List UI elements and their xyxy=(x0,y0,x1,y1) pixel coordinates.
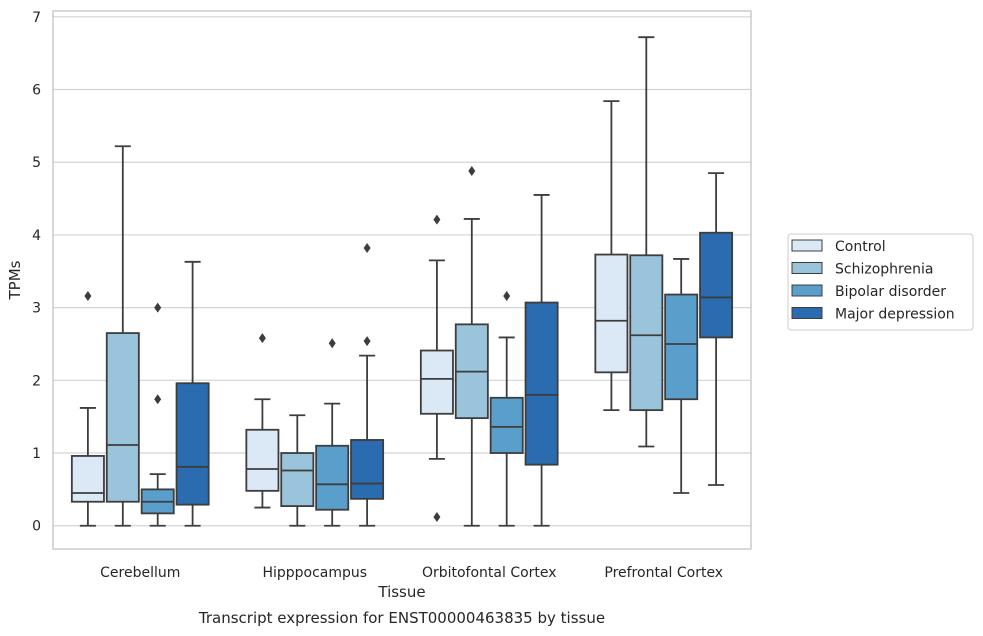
chart-caption: Transcript expression for ENST0000046383… xyxy=(198,609,605,627)
legend-swatch xyxy=(791,262,823,274)
box-iqr xyxy=(629,254,664,412)
box-iqr xyxy=(315,444,350,511)
box-1-3 xyxy=(350,243,385,527)
legend-item: Control xyxy=(791,239,886,255)
box-2-2 xyxy=(489,290,524,527)
box-iqr xyxy=(489,396,524,454)
box-iqr xyxy=(245,428,280,492)
outlier-point xyxy=(433,512,441,523)
outlier-point xyxy=(154,302,162,313)
box-iqr xyxy=(280,452,315,508)
box-1-0 xyxy=(245,333,280,509)
legend-label: Control xyxy=(835,239,886,255)
box-0-2 xyxy=(140,302,175,527)
x-tick-label: Orbitofontal Cortex xyxy=(422,565,557,581)
box-iqr xyxy=(664,293,699,401)
x-tick-label: Prefrontal Cortex xyxy=(604,565,723,581)
box-3-0 xyxy=(594,100,629,412)
x-tick-label: Cerebellum xyxy=(100,565,180,581)
box-0-1 xyxy=(105,145,140,527)
y-axis-ticks: 0 1 2 3 4 5 6 7 xyxy=(32,10,41,535)
y-tick-label: 1 xyxy=(32,446,41,462)
outlier-point xyxy=(154,394,162,405)
legend: Control Schizophrenia Bipolar disorder Majo… xyxy=(787,233,974,331)
outlier-point xyxy=(258,333,266,344)
legend-swatch xyxy=(791,284,823,297)
box-iqr xyxy=(594,253,629,374)
box-iqr xyxy=(699,231,734,339)
outlier-point xyxy=(503,290,511,301)
x-axis-ticks: Cerebellum Hipppocampus Orbitofontal Corte… xyxy=(100,565,723,581)
legend-item: Schizophrenia xyxy=(791,262,933,278)
box-2-3 xyxy=(524,194,559,527)
box-iqr xyxy=(524,301,559,466)
box-0-0 xyxy=(70,290,105,527)
box-3-1 xyxy=(629,36,664,448)
box-1-1 xyxy=(280,414,315,527)
box-2-1 xyxy=(454,165,489,527)
box-iqr xyxy=(105,332,140,503)
x-tick-label: Hipppocampus xyxy=(262,565,367,581)
x-axis-label: Tissue xyxy=(377,583,425,601)
box-2-0 xyxy=(419,214,454,523)
legend-label: Bipolar disorder xyxy=(835,284,946,300)
y-tick-label: 7 xyxy=(32,10,41,26)
outlier-point xyxy=(468,165,476,176)
grid-lines xyxy=(53,16,751,527)
box-iqr xyxy=(175,382,210,506)
plot-frame xyxy=(52,10,752,550)
y-tick-label: 0 xyxy=(32,519,41,535)
outlier-point xyxy=(363,243,371,254)
outlier-point xyxy=(328,338,336,349)
legend-swatch xyxy=(791,307,823,319)
box-3-2 xyxy=(664,258,699,494)
y-tick-label: 5 xyxy=(32,155,41,171)
legend-label: Schizophrenia xyxy=(835,262,933,278)
box-iqr xyxy=(70,455,105,503)
y-tick-label: 2 xyxy=(32,373,41,389)
legend-swatch xyxy=(791,239,823,252)
legend-item: Major depression xyxy=(791,307,955,323)
box-3-3 xyxy=(699,172,734,486)
y-tick-label: 6 xyxy=(32,83,41,99)
box-1-2 xyxy=(315,338,350,527)
outlier-point xyxy=(363,336,371,347)
legend-label: Major depression xyxy=(835,307,955,323)
box-iqr xyxy=(350,439,385,500)
outlier-point xyxy=(84,290,92,301)
outlier-point xyxy=(433,214,441,225)
y-axis-label: TPMs xyxy=(6,260,24,300)
legend-frame xyxy=(787,233,974,331)
legend-item: Bipolar disorder xyxy=(791,284,946,300)
y-tick-label: 4 xyxy=(32,228,41,244)
box-iqr xyxy=(419,349,454,415)
y-tick-label: 3 xyxy=(32,301,41,317)
boxes xyxy=(70,36,734,527)
box-0-3 xyxy=(175,260,210,527)
